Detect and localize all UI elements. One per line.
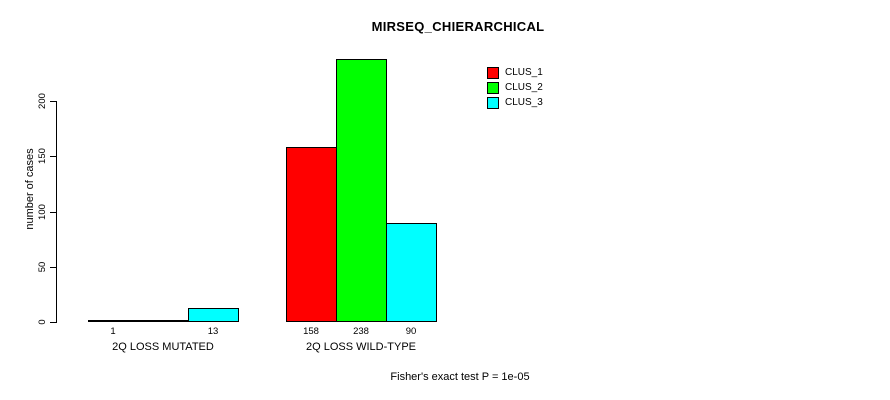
category-label: 2Q LOSS MUTATED	[112, 341, 214, 353]
y-tick-label: 0	[37, 319, 48, 325]
bar-clus_2-1	[138, 320, 189, 322]
y-tick	[50, 322, 56, 323]
y-tick	[50, 267, 56, 268]
y-axis-label: number of cases	[24, 148, 36, 230]
category-label: 2Q LOSS WILD-TYPE	[305, 341, 417, 353]
legend-item: CLUS_2	[487, 80, 543, 95]
bar-value-label: 1	[110, 326, 116, 337]
bar-clus_1-2	[286, 147, 337, 322]
y-tick-label: 100	[37, 204, 48, 220]
y-tick-label: 50	[37, 261, 48, 273]
bar-value-label: 238	[353, 326, 369, 337]
legend-swatch-clus_3	[487, 96, 499, 109]
legend-swatch-clus_2	[487, 81, 499, 94]
bar-value-label: 158	[303, 326, 319, 337]
y-tick	[50, 156, 56, 157]
bar-value-label: 90	[405, 326, 417, 337]
bar-clus_1-1	[88, 320, 139, 322]
legend-swatch-clus_1	[487, 66, 499, 79]
stat-annotation: Fisher's exact test P = 1e-05	[390, 371, 530, 383]
y-tick	[50, 101, 56, 102]
y-tick-label: 150	[37, 148, 48, 164]
legend-label: CLUS_2	[505, 81, 543, 93]
legend: CLUS_1 CLUS_2 CLUS_3	[487, 65, 543, 110]
legend-label: CLUS_1	[505, 66, 543, 78]
bar-value-label: 13	[207, 326, 219, 337]
bar-clus_3-1	[188, 308, 239, 322]
y-tick-label: 200	[37, 93, 48, 109]
legend-item: CLUS_1	[487, 65, 543, 80]
bar-clus_2-2	[336, 59, 387, 322]
y-axis-line	[56, 101, 57, 323]
y-tick	[50, 212, 56, 213]
bar-clus_3-2	[386, 223, 437, 322]
legend-item: CLUS_3	[487, 95, 543, 110]
legend-label: CLUS_3	[505, 96, 543, 108]
chart-title: MIRSEQ_CHIERARCHICAL	[371, 19, 545, 34]
